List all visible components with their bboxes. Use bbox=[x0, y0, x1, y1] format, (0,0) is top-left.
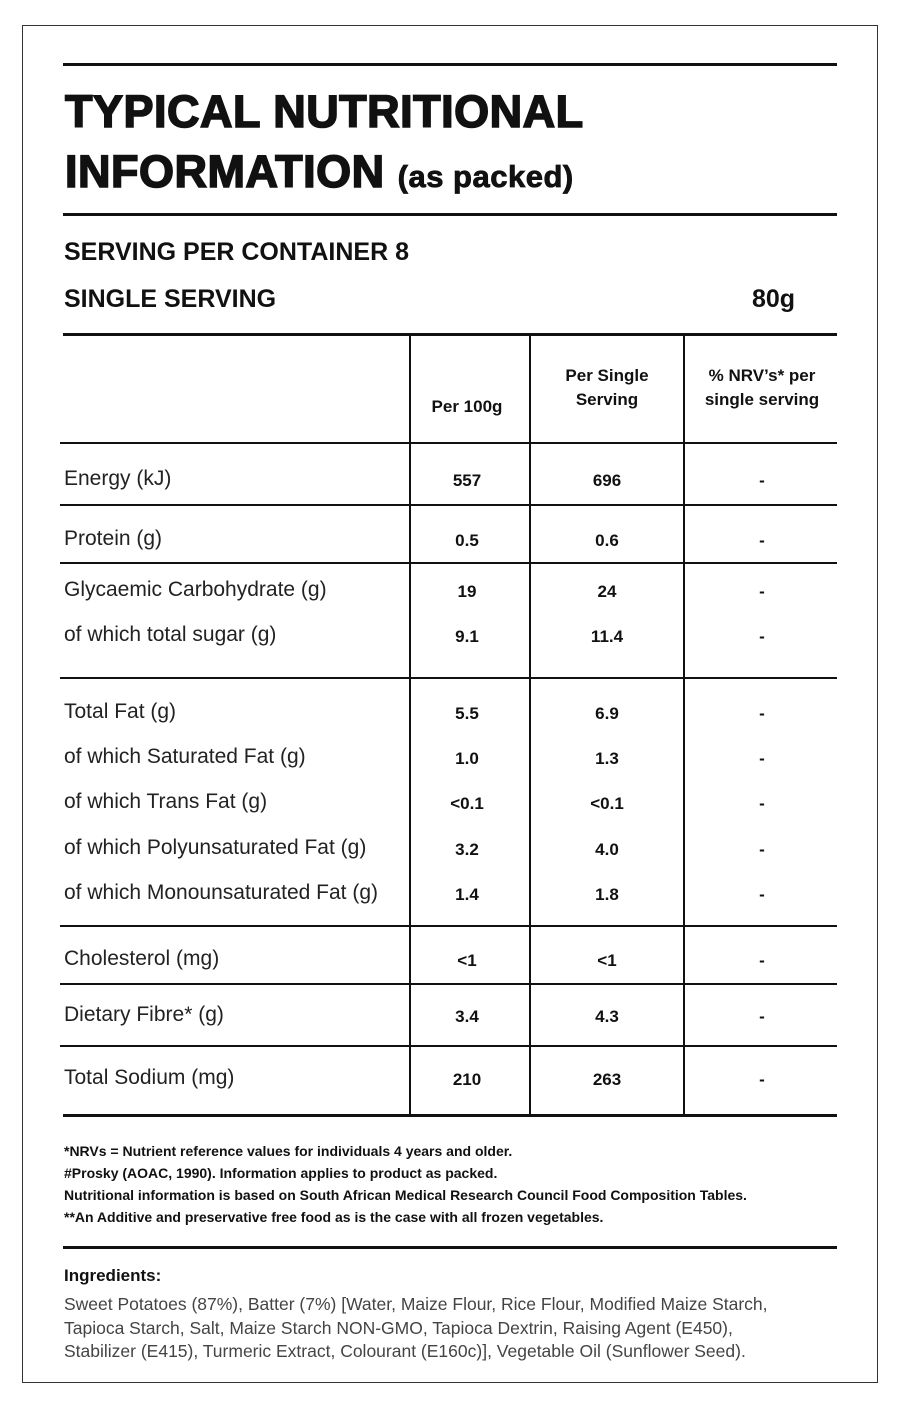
nutrient-value: 4.0 bbox=[595, 840, 619, 859]
footnote: **An Additive and preservative free food… bbox=[64, 1209, 604, 1225]
nutrient-value: - bbox=[759, 531, 765, 550]
nutrient-value: - bbox=[759, 627, 765, 646]
nutrient-label: of which Trans Fat (g) bbox=[64, 790, 268, 813]
ingredients-heading: Ingredients: bbox=[64, 1266, 162, 1285]
column-line bbox=[683, 336, 685, 1116]
nutrient-value: <1 bbox=[597, 951, 617, 970]
nutrient-value: 4.3 bbox=[595, 1007, 619, 1026]
ingredients-text: Stabilizer (E415), Turmeric Extract, Col… bbox=[64, 1341, 746, 1361]
serving-size: 80g bbox=[752, 285, 796, 313]
nutrient-value: 1.3 bbox=[595, 749, 619, 768]
nutrient-value: - bbox=[759, 749, 765, 768]
nutrient-value: 3.2 bbox=[455, 840, 479, 859]
ingredients-text: Sweet Potatoes (87%), Batter (7%) [Water… bbox=[64, 1294, 768, 1314]
nutrient-label: Total Sodium (mg) bbox=[64, 1066, 235, 1089]
nutrient-value: - bbox=[759, 1007, 765, 1026]
nutrient-value: - bbox=[759, 704, 765, 723]
nutrient-label: Total Fat (g) bbox=[64, 700, 177, 723]
footnote: Nutritional information is based on Sout… bbox=[64, 1187, 747, 1203]
ingredients-text: Tapioca Starch, Salt, Maize Starch NON-G… bbox=[64, 1317, 733, 1338]
column-header: Per 100g bbox=[431, 397, 503, 416]
row-line bbox=[60, 1045, 837, 1047]
nutrient-label: Glycaemic Carbohydrate (g) bbox=[64, 578, 327, 601]
nutrient-value: 0.6 bbox=[595, 531, 619, 550]
nutrient-value: 696 bbox=[592, 471, 622, 490]
rule bbox=[63, 1114, 837, 1117]
nutrient-value: - bbox=[759, 951, 765, 970]
nutrient-value: - bbox=[759, 840, 765, 859]
nutrient-value: <0.1 bbox=[450, 794, 484, 813]
nutrient-value: 0.5 bbox=[455, 531, 479, 550]
nutrient-label: of which Saturated Fat (g) bbox=[64, 745, 306, 768]
column-line bbox=[409, 336, 411, 1116]
title: INFORMATION (as packed) bbox=[64, 145, 574, 198]
rule bbox=[63, 63, 837, 66]
nutrient-value: <1 bbox=[457, 951, 477, 970]
nutrient-label: Dietary Fibre* (g) bbox=[64, 1003, 224, 1026]
nutrient-value: 5.5 bbox=[455, 704, 479, 723]
nutrient-value: 1.8 bbox=[595, 885, 619, 904]
nutrient-value: <0.1 bbox=[590, 794, 624, 813]
title-note: (as packed) bbox=[397, 159, 574, 195]
nutrient-value: 11.4 bbox=[590, 627, 624, 646]
nutrient-value: 1.4 bbox=[455, 885, 479, 904]
nutrient-value: - bbox=[759, 885, 765, 904]
title: TYPICAL NUTRITIONAL bbox=[64, 85, 584, 138]
nutrient-label: Protein (g) bbox=[64, 527, 163, 550]
nutrient-value: 210 bbox=[452, 1070, 482, 1089]
row-line bbox=[60, 983, 837, 985]
nutrient-value: 6.9 bbox=[595, 704, 619, 723]
nutrient-label: Energy (kJ) bbox=[64, 467, 172, 490]
rule bbox=[63, 213, 837, 216]
nutrient-value: 557 bbox=[452, 471, 482, 490]
nutrient-value: 24 bbox=[597, 582, 617, 601]
rule bbox=[63, 333, 837, 336]
nutrient-value: 1.0 bbox=[455, 749, 479, 768]
column-header: % NRV’s* per single serving bbox=[704, 366, 820, 409]
nutrient-label: of which Monounsaturated Fat (g) bbox=[64, 881, 378, 904]
column-header: Per Single Serving bbox=[565, 366, 649, 409]
row-line bbox=[60, 562, 837, 564]
nutrient-value: 9.1 bbox=[455, 627, 479, 646]
nutrient-value: - bbox=[759, 794, 765, 813]
row-line bbox=[60, 504, 837, 506]
footnote: #Prosky (AOAC, 1990). Information applie… bbox=[64, 1165, 498, 1181]
rule bbox=[63, 1246, 837, 1249]
row-line bbox=[60, 677, 837, 679]
nutrient-value: 263 bbox=[592, 1070, 622, 1089]
nutrient-value: - bbox=[759, 582, 765, 601]
row-line bbox=[60, 925, 837, 927]
border bbox=[22, 25, 878, 1383]
nutrient-label: of which Polyunsaturated Fat (g) bbox=[64, 836, 367, 859]
footnote: *NRVs = Nutrient reference values for in… bbox=[64, 1143, 513, 1159]
nutrient-value: - bbox=[759, 1070, 765, 1089]
nutrient-value: 19 bbox=[457, 582, 477, 601]
nutrient-value: 3.4 bbox=[455, 1007, 479, 1026]
serving-label: SINGLE SERVING bbox=[64, 285, 277, 313]
nutrient-label: of which total sugar (g) bbox=[64, 623, 277, 646]
serving-count: SERVING PER CONTAINER 8 bbox=[64, 238, 409, 266]
column-line bbox=[529, 336, 531, 1116]
row-line bbox=[60, 442, 837, 444]
title: INFORMATION bbox=[64, 145, 385, 198]
nutrient-label: Cholesterol (mg) bbox=[64, 947, 220, 970]
nutrient-value: - bbox=[759, 471, 765, 490]
